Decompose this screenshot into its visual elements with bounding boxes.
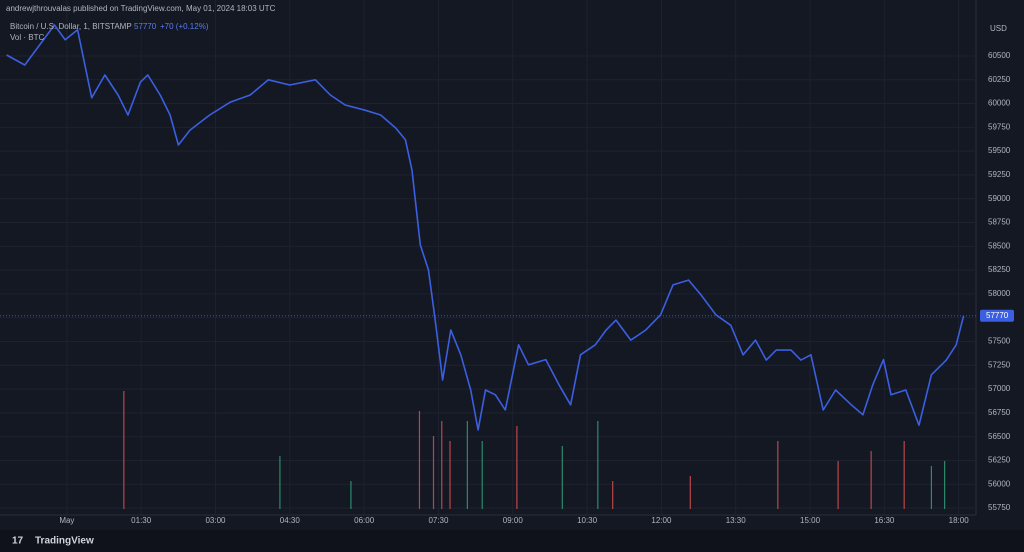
y-tick-label: 57000 [988, 384, 1011, 393]
volume-bar [432, 436, 435, 509]
x-tick-label: 15:00 [800, 516, 821, 525]
x-tick-label: 01:30 [131, 516, 152, 525]
y-tick-label: 60000 [988, 99, 1011, 108]
logo-icon: 17 [12, 536, 24, 547]
symbol: Bitcoin / U.S. Dollar, 1, BITSTAMP [10, 22, 132, 31]
y-tick-label: 59250 [988, 170, 1011, 179]
price-tag [980, 309, 1014, 322]
x-tick-label: 12:00 [651, 516, 672, 525]
volume-bar [689, 476, 691, 509]
currency: USD [990, 24, 1007, 33]
volume-bar [597, 421, 599, 509]
volume-bar [481, 441, 483, 509]
y-tick-label: 58750 [988, 218, 1011, 227]
volume-bar [837, 461, 839, 509]
footer-logo: TradingView [35, 536, 94, 547]
volume-bar [612, 481, 614, 509]
y-tick-label: 56250 [988, 456, 1011, 465]
volume-bar [903, 441, 905, 509]
volume-bar [516, 426, 518, 509]
price-tag-label: 57770 [986, 311, 1009, 320]
x-tick-label: 06:00 [354, 516, 375, 525]
volume-bar [449, 441, 451, 509]
volume-label: Vol · BTC [10, 33, 44, 42]
x-tick-label: 04:30 [280, 516, 301, 525]
volume [123, 391, 946, 509]
volume-bar [418, 411, 421, 509]
y-tick-label: 58000 [988, 289, 1011, 298]
x-tick-label: 03:00 [205, 516, 226, 525]
volume-bar [930, 466, 933, 509]
y-tick-label: 58250 [988, 265, 1011, 274]
volume-bar [279, 456, 281, 509]
volume-bar [123, 391, 125, 509]
x-tick-label: 10:30 [577, 516, 598, 525]
volume-bar [870, 451, 872, 509]
y-tick-label: 56500 [988, 432, 1011, 441]
y-tick-label: 60250 [988, 75, 1011, 84]
y-tick-label: 57500 [988, 337, 1011, 346]
header: andrewjthrouvalas published on TradingVi… [6, 4, 276, 13]
y-tick-label: 56000 [988, 479, 1011, 488]
x-tick-label: 09:00 [503, 516, 524, 525]
y-tick-label: 60500 [988, 51, 1011, 60]
footer-bar [0, 530, 1024, 552]
volume-bar [944, 461, 946, 509]
y-tick-label: 58500 [988, 241, 1011, 250]
grid [0, 0, 976, 515]
x-tick-label: 13:30 [726, 516, 747, 525]
volume-bar [441, 421, 443, 509]
x-tick-label: 18:00 [949, 516, 970, 525]
y-tick-label: 57250 [988, 360, 1011, 369]
y-tick-label: 59750 [988, 122, 1011, 131]
volume-bar [777, 441, 779, 509]
y-tick-label: 55750 [988, 503, 1011, 512]
x-tick-label: 16:30 [874, 516, 895, 525]
price-line [6, 24, 965, 431]
change: +70 (+0.12%) [160, 22, 209, 31]
y-tick-label: 56750 [988, 408, 1011, 417]
x-tick-label: 07:30 [428, 516, 449, 525]
volume-bar [350, 481, 352, 509]
y-tick-label: 59000 [988, 194, 1011, 203]
x-tick-label: May [59, 516, 74, 525]
volume-bar [466, 421, 468, 509]
last-price: 57770 [134, 22, 157, 31]
plot [0, 24, 976, 431]
y-tick-label: 59500 [988, 146, 1011, 155]
volume-bar [561, 446, 563, 509]
